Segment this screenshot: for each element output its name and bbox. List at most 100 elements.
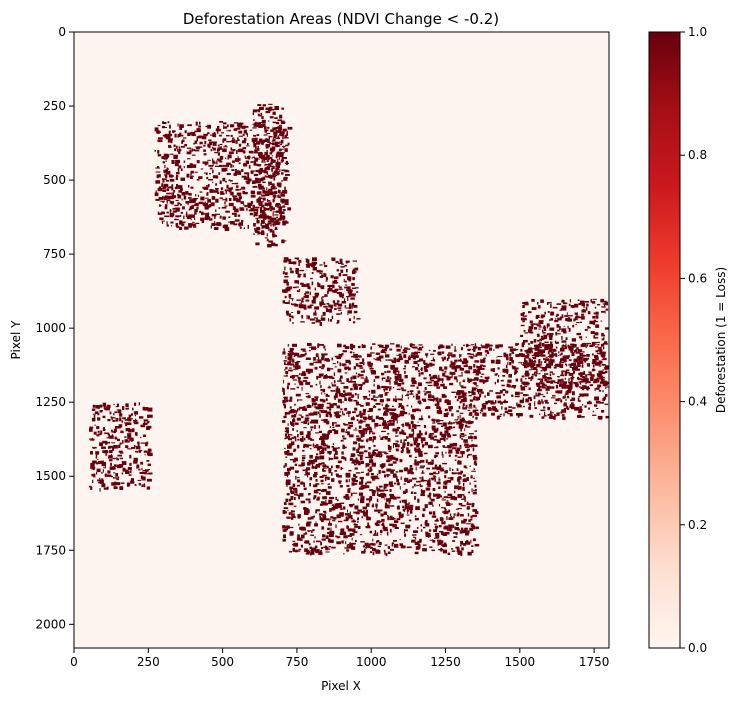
loss-pixel [188, 197, 192, 199]
loss-pixel [166, 200, 168, 204]
loss-pixel [556, 324, 560, 328]
loss-pixel [283, 511, 287, 514]
loss-pixel [583, 381, 585, 383]
loss-pixel [206, 192, 209, 196]
loss-pixel [307, 517, 312, 520]
loss-pixel [570, 367, 574, 369]
loss-pixel [282, 420, 286, 423]
loss-pixel [355, 435, 360, 437]
loss-pixel [338, 309, 342, 311]
loss-pixel [571, 402, 574, 405]
loss-pixel [368, 502, 370, 505]
loss-pixel [451, 471, 454, 475]
loss-pixel [256, 226, 261, 231]
loss-pixel [104, 432, 110, 435]
loss-pixel [576, 314, 578, 316]
loss-pixel [329, 403, 334, 405]
loss-pixel [332, 300, 335, 304]
loss-pixel [365, 473, 369, 476]
loss-pixel [443, 542, 447, 546]
loss-pixel [262, 119, 266, 124]
loss-pixel [483, 403, 486, 405]
loss-pixel [595, 387, 600, 390]
loss-pixel [434, 435, 437, 438]
loss-pixel [605, 381, 609, 385]
loss-pixel [287, 353, 290, 357]
loss-pixel [276, 165, 280, 169]
loss-pixel [349, 306, 352, 310]
loss-pixel [215, 198, 219, 203]
loss-pixel [325, 551, 330, 553]
loss-pixel [279, 194, 283, 196]
loss-pixel [542, 326, 546, 329]
loss-pixel [302, 449, 305, 452]
loss-pixel [186, 147, 192, 149]
loss-pixel [468, 395, 472, 397]
loss-pixel [202, 204, 208, 206]
loss-pixel [480, 376, 483, 378]
loss-pixel [325, 535, 329, 539]
loss-pixel [302, 457, 306, 459]
loss-pixel [219, 134, 222, 137]
loss-pixel [284, 447, 286, 450]
loss-pixel [381, 348, 384, 352]
loss-pixel [378, 520, 382, 523]
loss-pixel [271, 150, 274, 153]
loss-pixel [307, 444, 312, 446]
loss-pixel [361, 344, 366, 348]
loss-pixel [454, 472, 459, 474]
loss-pixel [445, 470, 448, 474]
loss-pixel [262, 178, 264, 182]
loss-pixel [457, 456, 462, 458]
loss-pixel [531, 360, 537, 363]
loss-pixel [144, 473, 149, 475]
loss-pixel [165, 160, 167, 162]
loss-pixel [378, 355, 384, 359]
loss-pixel [549, 358, 551, 361]
loss-pixel [483, 379, 487, 383]
loss-pixel [332, 363, 336, 365]
loss-pixel [361, 471, 364, 473]
loss-pixel [121, 472, 124, 475]
loss-pixel [177, 168, 180, 172]
loss-pixel [166, 221, 168, 225]
loss-pixel [177, 185, 183, 189]
loss-pixel [456, 468, 459, 471]
loss-pixel [434, 478, 436, 482]
loss-pixel [319, 476, 324, 478]
loss-pixel [295, 286, 299, 288]
loss-pixel [434, 523, 437, 525]
loss-pixel [564, 315, 569, 317]
loss-pixel [372, 493, 376, 496]
loss-pixel [360, 496, 365, 500]
loss-pixel [342, 350, 347, 353]
loss-pixel [312, 296, 316, 301]
loss-pixel [331, 384, 333, 386]
loss-pixel [283, 257, 289, 260]
loss-pixel [552, 395, 556, 397]
loss-pixel [525, 370, 529, 373]
loss-pixel [200, 168, 204, 170]
loss-pixel [181, 198, 183, 201]
loss-pixel [129, 470, 132, 474]
loss-pixel [194, 149, 200, 152]
loss-pixel [337, 447, 340, 449]
loss-pixel [252, 156, 255, 158]
loss-pixel [517, 403, 521, 408]
loss-pixel [237, 171, 242, 175]
loss-pixel [360, 454, 364, 457]
loss-pixel [111, 475, 113, 478]
loss-pixel [275, 167, 280, 170]
loss-pixel [269, 156, 273, 160]
loss-pixel [438, 540, 444, 544]
loss-pixel [224, 201, 226, 205]
loss-pixel [263, 214, 267, 217]
loss-pixel [90, 486, 93, 490]
loss-pixel [180, 203, 182, 206]
loss-pixel [243, 132, 246, 134]
loss-pixel [420, 524, 422, 527]
loss-pixel [597, 344, 600, 346]
loss-pixel [597, 384, 602, 388]
loss-pixel [256, 122, 262, 127]
loss-pixel [285, 412, 290, 415]
